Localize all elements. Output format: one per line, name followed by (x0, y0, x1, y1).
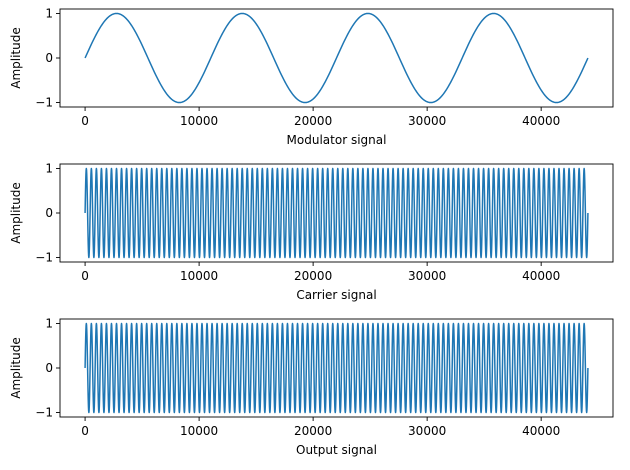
x-tick-label: 40000 (522, 114, 560, 128)
x-tick-label: 20000 (294, 424, 332, 438)
y-tick-label: 1 (45, 161, 53, 175)
y-tick-label: −1 (35, 96, 53, 110)
x-axis-label: Modulator signal (287, 133, 387, 147)
chart-panel-2: 0 10000 20000 30000 40000 −1 0 1 Carrier signal A… (9, 161, 614, 302)
x-tick-label: 0 (81, 114, 89, 128)
series-line-1-1 (84, 12, 589, 104)
x-tick-label: 40000 (522, 269, 560, 283)
chart-panel-1: 0 10000 20000 30000 40000 −1 0 1 Modulator signa… (9, 6, 614, 147)
series-line-2-1 (84, 167, 589, 259)
x-tick-label: 0 (81, 269, 89, 283)
x-axis-label: Output signal (296, 443, 377, 457)
chart-panel-3: 0 10000 20000 30000 40000 −1 0 1 Output signal Am… (9, 316, 614, 457)
y-axis-label: Amplitude (9, 182, 23, 244)
y-axis-label: Amplitude (9, 337, 23, 399)
y-tick-label: 0 (45, 51, 53, 65)
y-axis-label: Amplitude (9, 27, 23, 89)
x-tick-label: 40000 (522, 424, 560, 438)
y-tick-label: 0 (45, 361, 53, 375)
x-tick-label: 30000 (408, 114, 446, 128)
x-tick-label: 20000 (294, 114, 332, 128)
y-tick-label: 1 (45, 316, 53, 330)
x-tick-label: 30000 (408, 269, 446, 283)
x-tick-label: 0 (81, 424, 89, 438)
y-tick-label: 0 (45, 206, 53, 220)
x-tick-label: 10000 (180, 114, 218, 128)
y-tick-label: −1 (35, 251, 53, 265)
x-tick-label: 10000 (180, 269, 218, 283)
x-tick-label: 20000 (294, 269, 332, 283)
x-axis-label: Carrier signal (296, 288, 376, 302)
y-tick-label: 1 (45, 6, 53, 20)
series-line-3-1 (84, 322, 589, 414)
x-tick-label: 10000 (180, 424, 218, 438)
y-tick-label: −1 (35, 406, 53, 420)
x-tick-label: 30000 (408, 424, 446, 438)
